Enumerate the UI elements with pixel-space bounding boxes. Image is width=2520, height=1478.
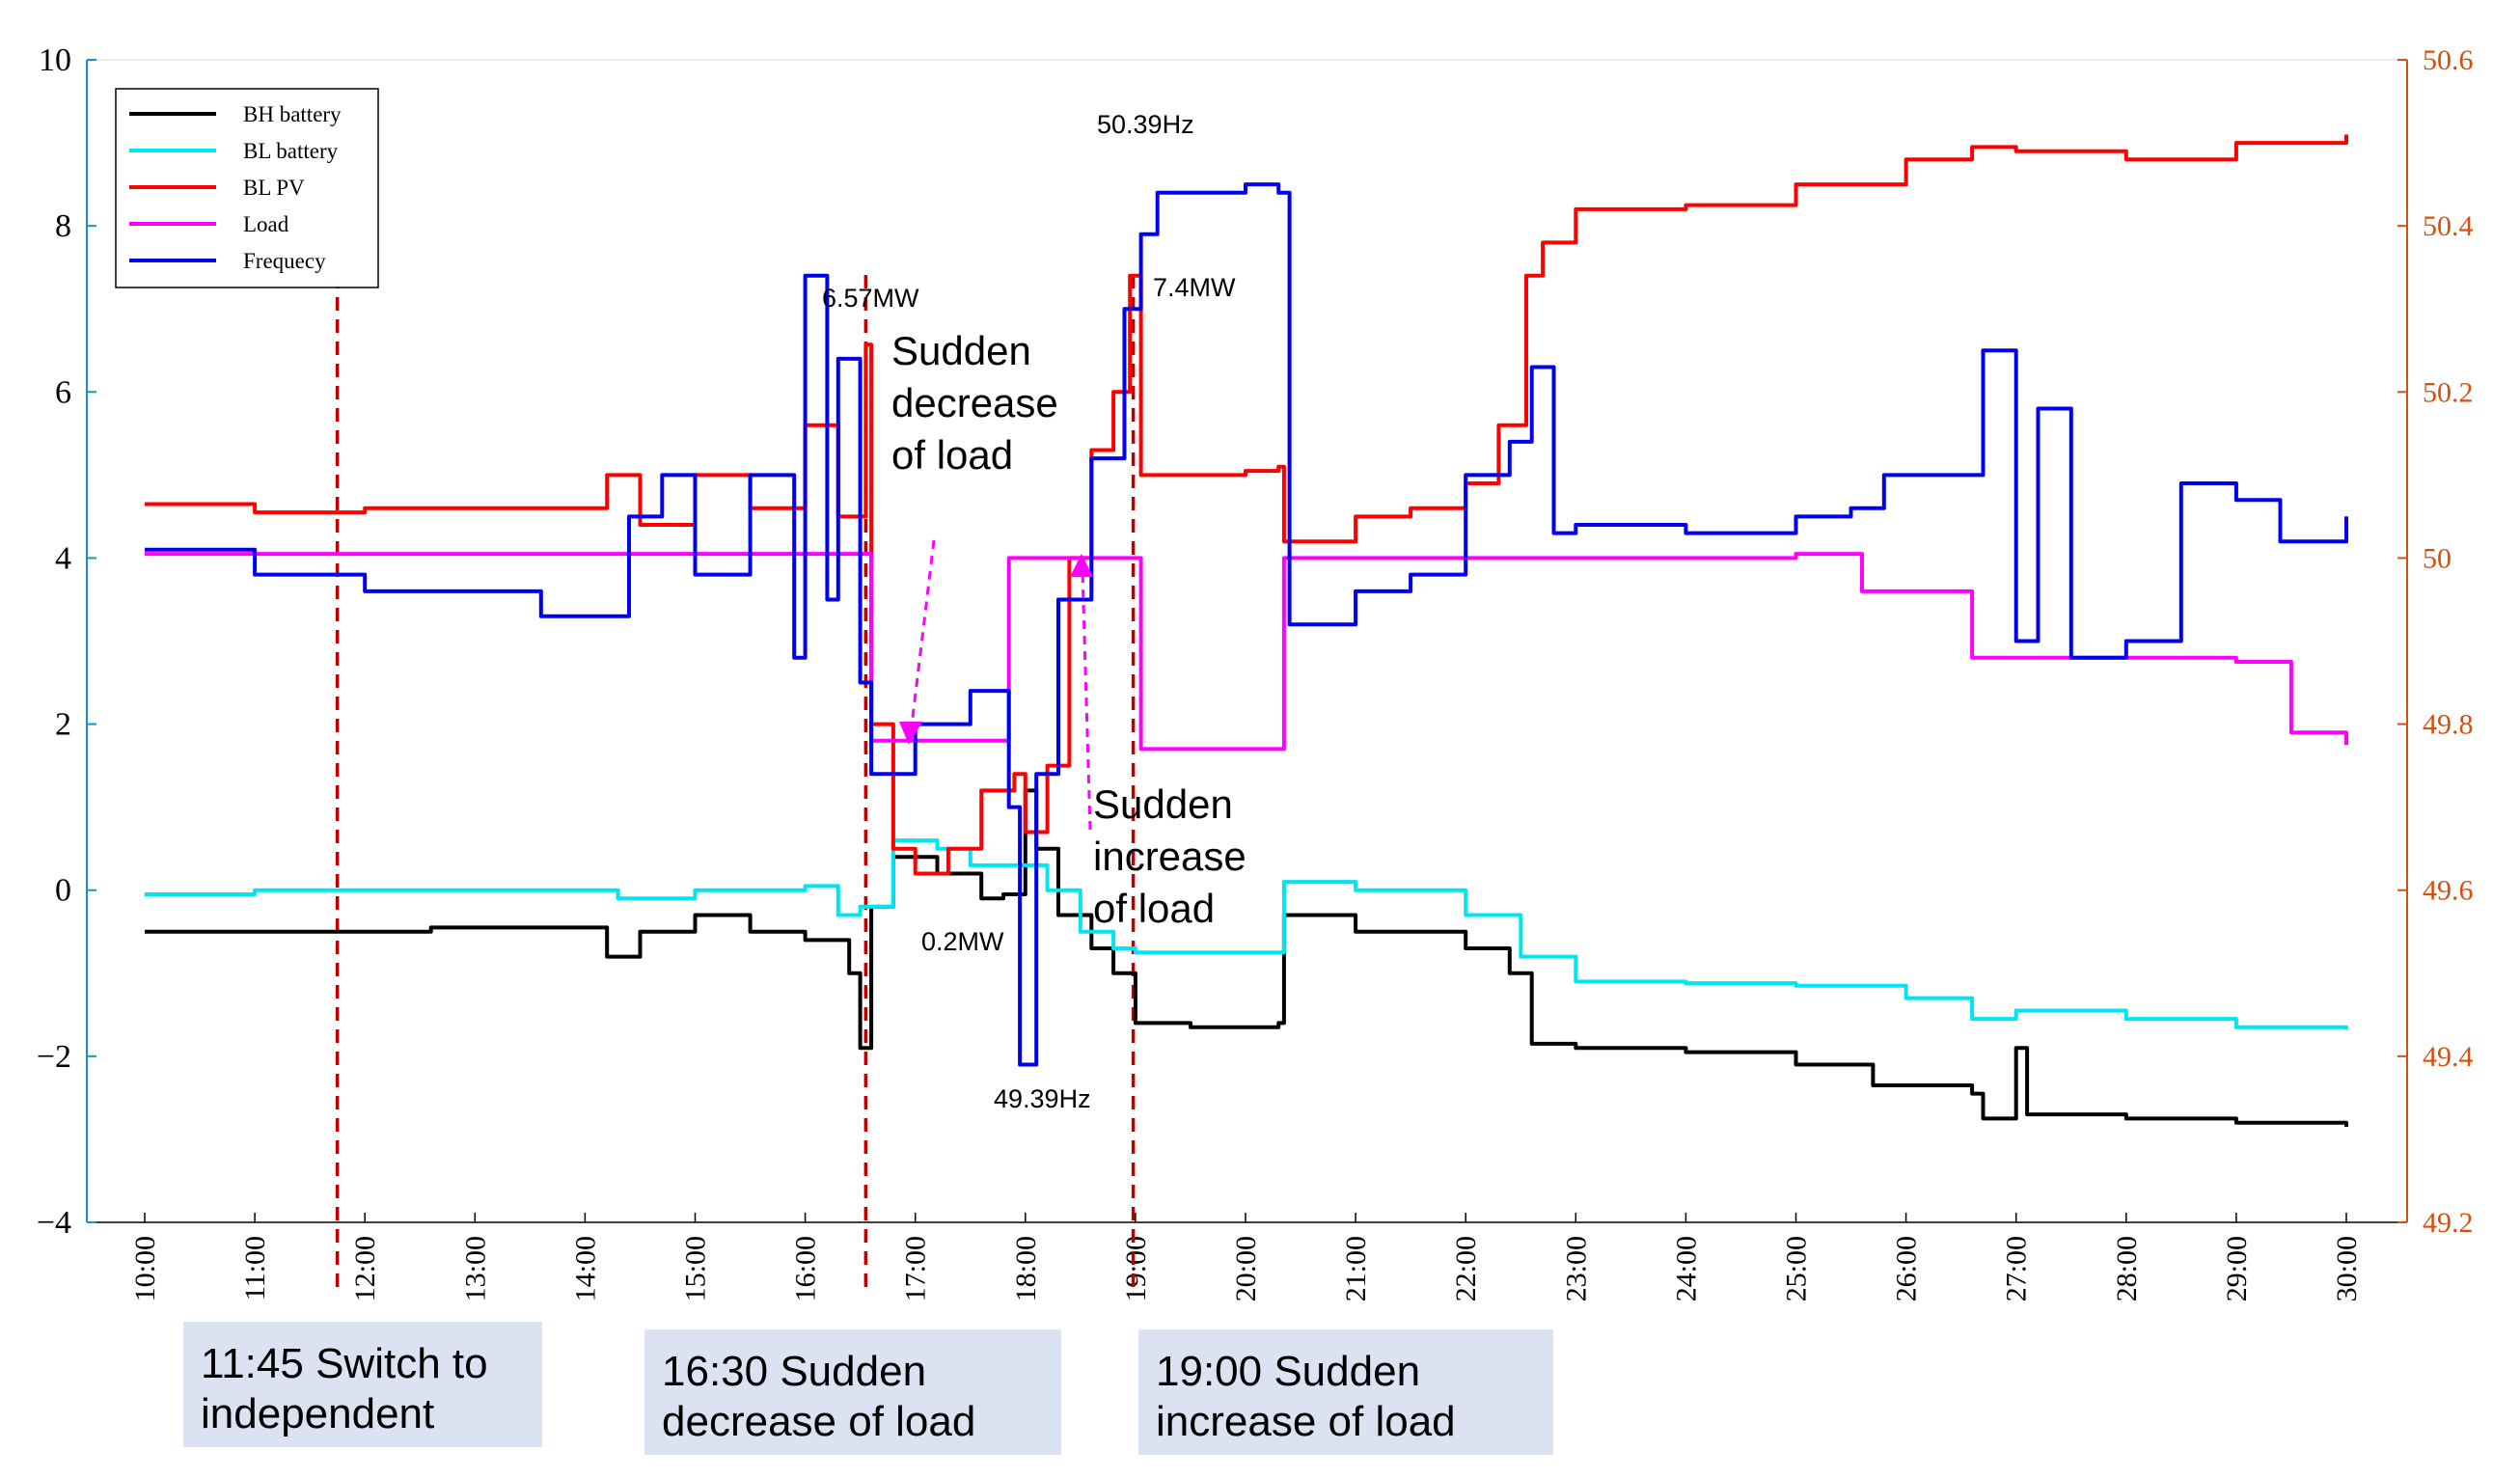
event-box-switch-line2: independent (201, 1390, 435, 1437)
left-axis-ticks: 10 8 6 4 2 0 −2 −4 (37, 42, 96, 1241)
legend-label: Load (243, 212, 289, 236)
legend-label: BL PV (243, 176, 305, 200)
x-tick-label: 17:00 (900, 1236, 932, 1301)
x-tick-label: 27:00 (2001, 1236, 2033, 1301)
event-box-decrease-line2: decrease of load (662, 1398, 976, 1445)
series-line-bl-battery (145, 838, 2348, 1030)
x-tick-label: 11:00 (239, 1236, 271, 1300)
left-tick-label: 4 (55, 540, 71, 576)
x-tick-label: 26:00 (1891, 1236, 1923, 1301)
x-tick-label: 24:00 (1670, 1236, 1702, 1301)
left-tick-label: 0 (55, 873, 71, 909)
series-line-bl-pv (145, 134, 2348, 876)
annotation-pv-peak2: 7.4MW (1153, 273, 1236, 302)
x-tick-label: 14:00 (569, 1236, 601, 1301)
annotation-freq-max: 50.39Hz (1097, 110, 1194, 139)
right-tick-label: 49.2 (2423, 1207, 2474, 1239)
right-tick-label: 49.8 (2423, 709, 2474, 741)
right-axis-ticks: 50.6 50.4 50.2 50 49.8 49.6 49.4 49.2 (2397, 44, 2474, 1239)
x-tick-label: 25:00 (1781, 1236, 1813, 1301)
event-box-increase-line1: 19:00 Sudden (1156, 1348, 1421, 1395)
x-tick-label: 20:00 (1230, 1236, 1262, 1301)
left-tick-label: −4 (37, 1205, 71, 1241)
annotation-load-increase-2: increase (1093, 834, 1246, 879)
annotation-freq-min: 49.39Hz (994, 1084, 1091, 1113)
legend-label: Frequecy (243, 249, 326, 273)
right-tick-label: 50 (2423, 542, 2452, 574)
legend-label: BH battery (243, 102, 342, 126)
left-tick-label: 10 (39, 42, 71, 78)
x-tick-label: 15:00 (680, 1236, 712, 1301)
right-tick-label: 50.2 (2423, 376, 2474, 408)
x-tick-label: 30:00 (2331, 1236, 2363, 1301)
x-tick-label: 10:00 (129, 1236, 161, 1301)
annotation-load-increase-3: of load (1093, 886, 1215, 931)
left-tick-label: 8 (55, 208, 71, 244)
annotation-load-decrease-1: Sudden (891, 328, 1031, 373)
x-axis-ticks: 10:00 11:00 12:00 13:00 14:00 15:00 16:00 17:00… (129, 1213, 2363, 1301)
annotation-load-decrease-2: decrease (891, 380, 1058, 425)
right-tick-label: 50.4 (2423, 210, 2474, 242)
x-tick-label: 29:00 (2221, 1236, 2253, 1301)
left-tick-label: −2 (37, 1039, 71, 1075)
x-tick-label: 18:00 (1010, 1236, 1042, 1301)
right-tick-label: 49.6 (2423, 875, 2474, 907)
x-tick-label: 22:00 (1450, 1236, 1482, 1301)
x-tick-label: 19:00 (1120, 1236, 1152, 1301)
x-tick-label: 23:00 (1560, 1236, 1592, 1301)
event-box-switch-line1: 11:45 Switch to (201, 1340, 488, 1387)
left-tick-label: 6 (55, 374, 71, 410)
annotation-pv-peak: 6.57MW (822, 284, 919, 313)
x-tick-label: 12:00 (349, 1236, 381, 1301)
x-tick-label: 16:00 (790, 1236, 822, 1301)
right-tick-label: 50.6 (2423, 44, 2474, 76)
annotation-pv-min: 0.2MW (921, 927, 1004, 956)
series-line-load (145, 552, 2348, 752)
x-tick-label: 28:00 (2111, 1236, 2143, 1301)
event-lines (335, 275, 1136, 1293)
left-tick-label: 2 (55, 707, 71, 743)
event-box-increase: 19:00 Sudden increase of load (1138, 1329, 1553, 1455)
series-line-frequecy (145, 182, 2348, 1067)
series-group (145, 134, 2348, 1127)
legend: BH battery BL battery BL PV Load Frequecy (115, 88, 379, 288)
event-box-decrease: 16:30 Sudden decrease of load (644, 1329, 1061, 1455)
load-decrease-arrow (899, 539, 936, 745)
load-increase-arrow (1070, 554, 1093, 831)
annotation-load-decrease-3: of load (891, 432, 1013, 478)
legend-label: BL battery (243, 139, 339, 163)
x-tick-label: 21:00 (1340, 1236, 1372, 1301)
series-line-bh-battery (145, 788, 2348, 1127)
event-box-increase-line2: increase of load (1156, 1398, 1456, 1445)
right-tick-label: 49.4 (2423, 1041, 2474, 1073)
plot-area (86, 59, 2408, 1223)
event-box-switch: 11:45 Switch to independent (183, 1322, 542, 1447)
event-box-decrease-line1: 16:30 Sudden (662, 1348, 927, 1395)
annotation-load-increase-1: Sudden (1093, 781, 1233, 827)
x-tick-label: 13:00 (459, 1236, 491, 1301)
